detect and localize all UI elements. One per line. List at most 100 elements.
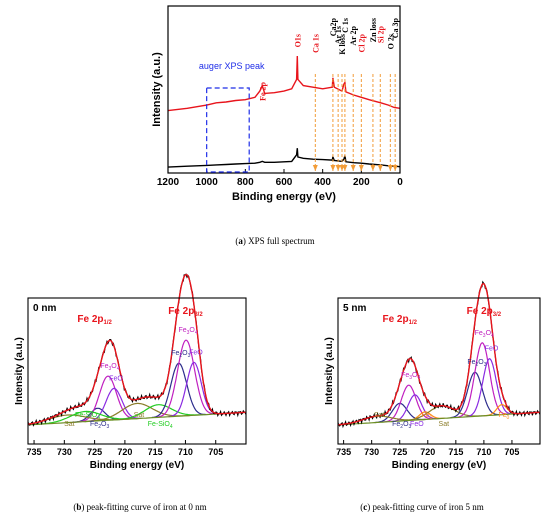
peak-marker-arrow xyxy=(358,165,364,171)
region-label-sub: 3/2 xyxy=(493,312,502,318)
peak-marker-arrow xyxy=(370,165,376,171)
component-label: Fe-SiO4 xyxy=(75,412,100,421)
axes-frame xyxy=(337,297,541,445)
x-tick-label: 0 xyxy=(397,177,403,188)
caption-a-letter: a xyxy=(238,236,243,246)
component-label: Fe3O4 xyxy=(178,327,197,336)
fit-background xyxy=(337,411,541,426)
peak-label: Ca 1s xyxy=(311,34,320,53)
spectrum-line-red xyxy=(167,55,401,112)
raw-spectrum xyxy=(27,273,247,427)
component-label-part: O xyxy=(486,330,492,337)
component-label: Fe3O4 xyxy=(475,330,494,339)
peak-label: Fe 2p xyxy=(258,81,267,100)
fit-component-fe3o4 xyxy=(457,342,508,418)
peak-label: C 1s xyxy=(341,18,350,33)
x-tick-label: 705 xyxy=(208,447,223,457)
x-tick-label: 800 xyxy=(237,177,254,188)
region-label: Fe 2p3/2 xyxy=(168,306,203,318)
component-label-part: 2 xyxy=(98,424,101,430)
peak-marker-arrow xyxy=(387,165,393,171)
fit-component-fesio xyxy=(33,410,139,426)
peak-label: O1s xyxy=(293,34,302,47)
x-tick-label: 600 xyxy=(276,177,293,188)
component-label-part: O xyxy=(478,359,484,366)
fit-envelope xyxy=(27,273,246,425)
panel-a-xps-full-spectrum: 1200 1000 800 600 400 200 0 Binding energy (eV)… xyxy=(151,5,403,203)
caption-b-letter: b xyxy=(76,502,81,512)
fit-component-feo xyxy=(168,361,220,418)
x-tick-label: 200 xyxy=(353,177,370,188)
component-label-part: Fe xyxy=(100,363,108,370)
component-label: FeO xyxy=(109,375,123,382)
panel-b-iron-fit-0nm: 735 730 725 720 715 710 705 Binding energy (eV)… xyxy=(14,273,247,471)
raw-spectrum xyxy=(337,280,541,429)
component-label-part: 2 xyxy=(400,424,403,430)
component-label-part: Fe xyxy=(475,330,483,337)
fit-envelope xyxy=(337,282,540,426)
panel-c-iron-fit-5nm: 735 730 725 720 715 710 705 Binding energy (eV)… xyxy=(324,280,541,471)
fit-background xyxy=(27,411,247,426)
component-label: Fe3O4 xyxy=(401,372,420,381)
peak-label: O 2s xyxy=(386,34,395,49)
component-label: Sat xyxy=(134,412,145,419)
region-label: Fe 2p1/2 xyxy=(77,314,112,326)
component-label-part: 4 xyxy=(97,415,100,421)
y-axis-label: Intensity (a.u.) xyxy=(14,337,25,405)
component-label-part: 2 xyxy=(475,362,478,368)
region-label-sub: 1/2 xyxy=(409,320,418,326)
x-tick-label: 720 xyxy=(117,447,132,457)
component-label-part: Fe xyxy=(171,350,179,357)
component-label: FeO xyxy=(485,346,499,353)
peak-label: Zn loss xyxy=(369,18,378,42)
component-label-part: Fe xyxy=(392,421,400,428)
peak-label: Ar 2p xyxy=(349,25,358,45)
auger-box-label: auger XPS peak xyxy=(199,61,265,71)
x-tick-label: 725 xyxy=(392,447,407,457)
caption-a: (a) XPS full spectrum xyxy=(235,236,314,246)
region-label: Fe 2p3/2 xyxy=(467,306,502,318)
component-label-part: 3 xyxy=(484,362,487,368)
x-tick-label: 1200 xyxy=(157,177,180,188)
x-tick-label: 720 xyxy=(420,447,435,457)
component-label-part: Fe xyxy=(401,372,409,379)
component-label-part: 3 xyxy=(109,366,112,372)
region-label-main: Fe 2p xyxy=(382,314,408,325)
x-tick-label: 705 xyxy=(504,447,519,457)
component-label: Fe3O4 xyxy=(100,363,119,372)
region-label-sub: 3/2 xyxy=(194,312,203,318)
x-tick-label: 735 xyxy=(336,447,351,457)
peak-marker-arrow xyxy=(377,165,383,171)
component-label-part: 3 xyxy=(409,424,412,430)
region-label: Fe 2p1/2 xyxy=(382,314,417,326)
axes-frame xyxy=(167,5,401,174)
x-axis-label: Binding energy (eV) xyxy=(90,460,184,471)
caption-b: (b) peak-fitting curve of iron at 0 nm xyxy=(73,502,206,512)
region-label-main: Fe 2p xyxy=(467,306,493,317)
x-tick-label: 730 xyxy=(57,447,72,457)
component-label-part: 4 xyxy=(195,330,198,336)
component-label: Sat xyxy=(439,421,450,428)
peak-label: Ca2p xyxy=(329,17,338,36)
component-label-part: 0 xyxy=(507,415,510,421)
caption-b-text: peak-fitting curve of iron at 0 nm xyxy=(84,502,206,512)
component-label: Sat xyxy=(64,421,75,428)
component-label: Fe2O3 xyxy=(467,359,486,368)
fit-component-feo xyxy=(465,358,514,418)
component-label-part: Fe xyxy=(178,327,186,334)
caption-c-letter: c xyxy=(363,502,367,512)
x-tick-label: 715 xyxy=(448,447,463,457)
peak-marker-arrow xyxy=(312,165,318,171)
region-label-main: Fe 2p xyxy=(77,314,103,325)
x-tick-label: 1000 xyxy=(196,177,219,188)
peak-label: Cl 2p xyxy=(357,33,366,52)
y-axis-label: Intensity (a.u.) xyxy=(151,52,163,127)
component-label-part: Fe xyxy=(90,421,98,428)
component-label-part: O xyxy=(189,327,195,334)
panel-label: 0 nm xyxy=(33,303,56,314)
component-label: Fe0 xyxy=(498,412,509,421)
caption-c-text: peak-fitting curve of iron 5 nm xyxy=(370,502,483,512)
component-label: FeO xyxy=(410,421,424,428)
x-tick-label: 730 xyxy=(364,447,379,457)
